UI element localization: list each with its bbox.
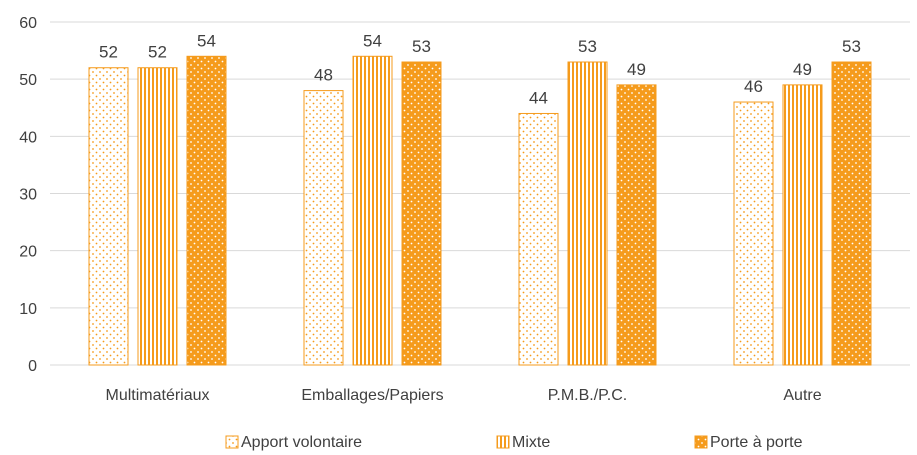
- data-label: 44: [529, 88, 548, 107]
- x-axis-categories: Multimatériaux Emballages/Papiers P.M.B./P…: [105, 387, 821, 404]
- bar-0-3: [734, 102, 773, 365]
- category-label: Multimatériaux: [105, 387, 209, 404]
- bar-2-1: [402, 62, 441, 365]
- legend-swatch: [497, 436, 509, 448]
- data-label: 54: [363, 31, 382, 50]
- bar-2-3: [832, 62, 871, 365]
- bar-0-0: [89, 68, 128, 365]
- bar-2-2: [617, 85, 656, 365]
- category-label: Autre: [783, 387, 821, 404]
- legend: Apport volontaire Mixte Porte à porte: [226, 434, 803, 451]
- data-label: 52: [99, 43, 118, 62]
- bar-0-1: [304, 91, 343, 365]
- bar-1-3: [783, 85, 822, 365]
- legend-swatch: [226, 436, 238, 448]
- bar-0-2: [519, 113, 558, 365]
- bar-1-1: [353, 56, 392, 365]
- data-label: 54: [197, 31, 216, 50]
- data-label: 53: [412, 37, 431, 56]
- y-tick-label: 30: [19, 187, 37, 204]
- gridlines: [50, 22, 910, 365]
- data-label: 53: [842, 37, 861, 56]
- data-label: 49: [627, 60, 646, 79]
- category-label: P.M.B./P.C.: [548, 387, 627, 404]
- data-label: 48: [314, 66, 333, 85]
- bars: [89, 56, 871, 365]
- y-tick-label: 20: [19, 244, 37, 261]
- bar-2-0: [187, 56, 226, 365]
- y-tick-label: 10: [19, 301, 37, 318]
- data-label: 53: [578, 37, 597, 56]
- data-label: 46: [744, 77, 763, 96]
- y-tick-label: 40: [19, 129, 37, 146]
- legend-swatch: [695, 436, 707, 448]
- bar-1-0: [138, 68, 177, 365]
- data-label: 49: [793, 60, 812, 79]
- legend-label: Porte à porte: [710, 434, 803, 451]
- y-axis-ticks: 0 10 20 30 40 50 60: [19, 15, 37, 375]
- category-label: Emballages/Papiers: [301, 387, 443, 404]
- y-tick-label: 50: [19, 72, 37, 89]
- legend-label: Mixte: [512, 434, 550, 451]
- legend-label: Apport volontaire: [241, 434, 362, 451]
- y-tick-label: 60: [19, 15, 37, 32]
- bar-1-2: [568, 62, 607, 365]
- y-tick-label: 0: [28, 358, 37, 375]
- data-label: 52: [148, 43, 167, 62]
